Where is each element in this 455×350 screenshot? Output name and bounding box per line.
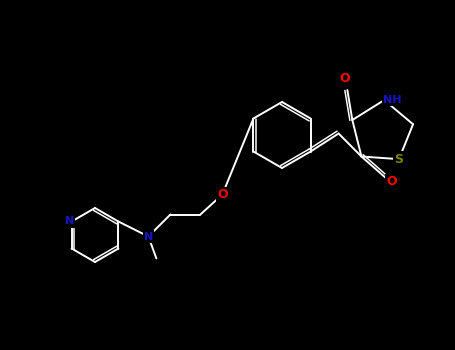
Text: O: O (386, 175, 397, 188)
Text: N: N (144, 231, 153, 242)
Text: O: O (339, 71, 349, 84)
Text: O: O (217, 188, 228, 201)
Text: NH: NH (383, 95, 401, 105)
Text: S: S (394, 153, 404, 166)
Text: N: N (65, 217, 74, 226)
